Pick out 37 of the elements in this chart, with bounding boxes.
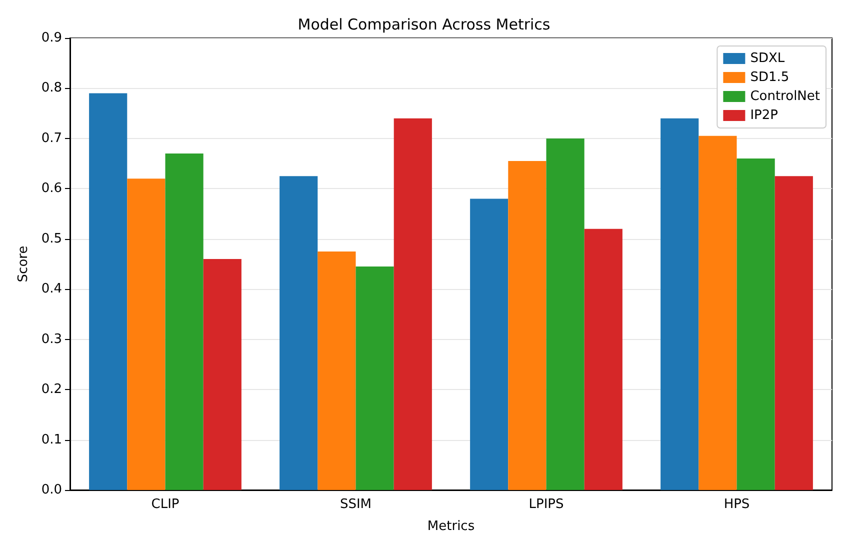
y-tick-label: 0.0 — [41, 482, 62, 498]
y-tick-label: 0.5 — [41, 231, 62, 246]
bar — [508, 161, 546, 490]
x-tick-label: LPIPS — [528, 497, 564, 512]
bar — [698, 136, 737, 490]
y-tick-label: 0.3 — [41, 332, 62, 347]
y-tick-label: 0.7 — [41, 130, 62, 146]
legend-label: ControlNet — [750, 89, 820, 104]
y-tick-label: 0.1 — [41, 432, 62, 448]
bar — [660, 118, 699, 490]
bar — [89, 93, 128, 490]
legend-label: SD1.5 — [750, 70, 790, 85]
bar — [203, 258, 242, 490]
bar — [165, 154, 204, 490]
bar — [736, 158, 775, 490]
bar — [394, 118, 432, 490]
bar — [470, 198, 508, 490]
bar — [584, 228, 622, 490]
bar — [318, 251, 356, 490]
bar — [356, 266, 394, 490]
x-tick-label: SSIM — [340, 497, 372, 512]
y-tick-label: 0.9 — [41, 30, 62, 46]
y-axis-title: Score — [16, 246, 31, 282]
y-tick-label: 0.2 — [41, 382, 62, 398]
x-axis-title: Metrics — [427, 519, 475, 534]
chart-title: Model Comparison Across Metrics — [298, 16, 550, 34]
x-tick-label: HPS — [724, 497, 750, 512]
bar — [280, 176, 318, 490]
legend-label: IP2P — [750, 108, 778, 123]
bar — [127, 178, 166, 490]
y-tick-label: 0.6 — [41, 181, 62, 196]
legend-label: SDXL — [750, 51, 786, 66]
y-tick-label: 0.4 — [41, 282, 62, 297]
y-tick-label: 0.8 — [41, 80, 62, 96]
bar — [774, 176, 813, 490]
x-tick-label: CLIP — [151, 497, 180, 512]
bar — [546, 138, 584, 490]
